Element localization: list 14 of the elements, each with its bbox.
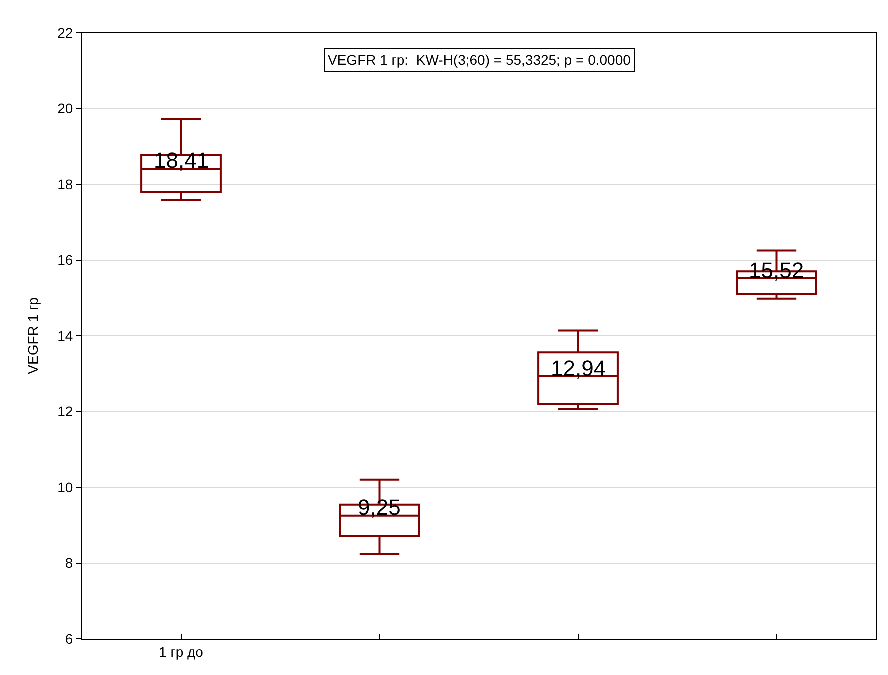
y-tick-label: 12 [58,404,74,420]
y-tick-label: 16 [58,252,74,268]
annotation: VEGFR 1 гр: KW-H(3;60) = 55,3325; p = 0.0000 [328,52,632,68]
y-tick-label: 14 [58,328,74,344]
y-tick-label: 20 [58,100,74,117]
y-tick-label: 18 [58,176,74,192]
y-tick-label: 10 [58,479,74,496]
text: 18,41 [154,148,210,173]
y-tick-label: 22 [58,24,74,41]
y-tick-label: 6 [65,630,74,647]
y-axis-title: VEGFR 1 гр [25,297,42,374]
x-tick-label: 1 гр до [159,644,204,660]
y-tick-label: 8 [65,555,74,572]
text: 12,94 [551,356,606,381]
